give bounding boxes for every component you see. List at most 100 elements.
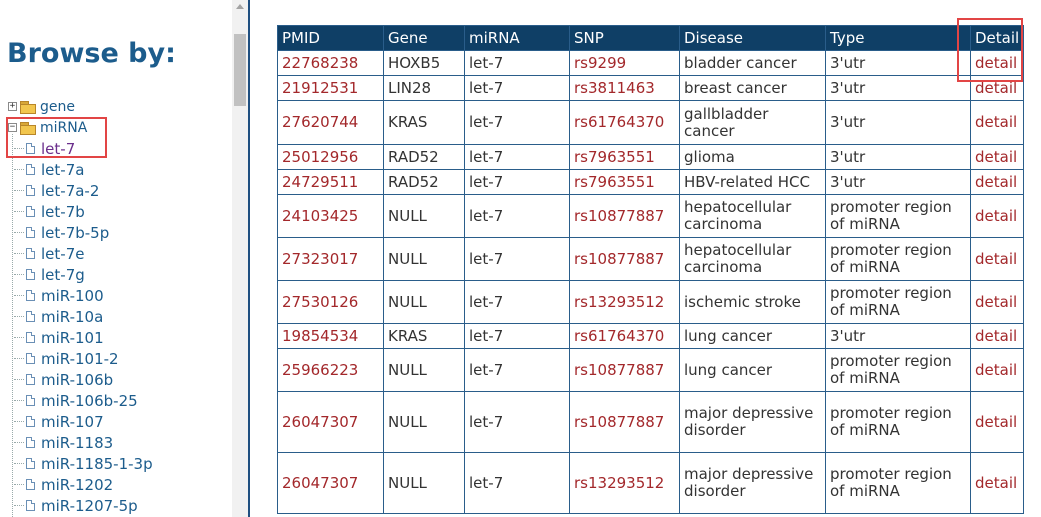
- tree-leaf-let-7e[interactable]: let-7e: [8, 243, 153, 264]
- tree-leaf-label[interactable]: miR-1183: [41, 433, 114, 452]
- document-icon: [26, 269, 35, 280]
- tree-connector-line: [12, 134, 13, 517]
- tree-leaf-label[interactable]: let-7: [41, 139, 76, 158]
- tree-leaf-mir-106b[interactable]: miR-106b: [8, 369, 153, 390]
- disease-cell: glioma: [679, 144, 826, 170]
- tree-node-gene[interactable]: + gene: [8, 96, 153, 117]
- disease-cell: HBV-related HCC: [679, 169, 826, 195]
- tree-node-mirna[interactable]: − miRNA: [8, 117, 153, 138]
- snp-link[interactable]: rs10877887: [569, 391, 680, 453]
- detail-link[interactable]: detail: [969, 452, 1025, 514]
- detail-link[interactable]: detail: [969, 169, 1025, 195]
- pmid-link[interactable]: 22768238: [277, 50, 384, 76]
- snp-link[interactable]: rs13293512: [569, 452, 680, 514]
- tree-leaf-label[interactable]: miR-106b-25: [41, 391, 138, 410]
- tree-leaf-label[interactable]: miR-101-2: [41, 349, 119, 368]
- tree-leaf-mir-107[interactable]: miR-107: [8, 411, 153, 432]
- tree-leaf-mir-1207-5p[interactable]: miR-1207-5p: [8, 495, 153, 516]
- tree-leaf-mir-1183[interactable]: miR-1183: [8, 432, 153, 453]
- pmid-link[interactable]: 27620744: [277, 100, 384, 145]
- tree-leaf-label[interactable]: miR-1207-5p: [41, 496, 138, 515]
- pmid-link[interactable]: 25966223: [277, 348, 384, 392]
- tree-leaf-mir-101-2[interactable]: miR-101-2: [8, 348, 153, 369]
- snp-link[interactable]: rs61764370: [569, 323, 680, 349]
- disease-cell: bladder cancer: [679, 50, 826, 76]
- tree-leaf-label[interactable]: miR-10a: [41, 307, 104, 326]
- table-row: 19854534 KRAS let-7 rs61764370 lung cancer 3'…: [277, 323, 1025, 349]
- pmid-link[interactable]: 27323017: [277, 237, 384, 281]
- mirna-leaf-list: let-7 let-7a let-7a-2 let-7b let-7b-5p let-7e…: [8, 138, 153, 516]
- tree-node-label[interactable]: miRNA: [40, 119, 88, 136]
- tree-leaf-mir-101[interactable]: miR-101: [8, 327, 153, 348]
- mirna-cell: let-7: [464, 144, 570, 170]
- tree-leaf-label[interactable]: let-7g: [41, 265, 85, 284]
- detail-link[interactable]: detail: [969, 348, 1025, 392]
- type-cell: 3'utr: [825, 169, 971, 195]
- tree-leaf-mir-1185-1-3p[interactable]: miR-1185-1-3p: [8, 453, 153, 474]
- gene-cell: NULL: [383, 237, 465, 281]
- tree-leaf-let-7b[interactable]: let-7b: [8, 201, 153, 222]
- tree-leaf-label[interactable]: let-7b: [41, 202, 85, 221]
- tree-leaf-label[interactable]: let-7b-5p: [41, 223, 110, 242]
- tree-leaf-let-7a[interactable]: let-7a: [8, 159, 153, 180]
- tree-leaf-label[interactable]: miR-1202: [41, 475, 114, 494]
- pmid-link[interactable]: 26047307: [277, 452, 384, 514]
- detail-link[interactable]: detail: [969, 391, 1025, 453]
- tree-leaf-let-7[interactable]: let-7: [8, 138, 153, 159]
- pmid-link[interactable]: 24103425: [277, 194, 384, 238]
- snp-link[interactable]: rs7963551: [569, 169, 680, 195]
- table-header-row: PMID Gene miRNA SNP Disease Type Detail: [277, 25, 1025, 51]
- snp-link[interactable]: rs7963551: [569, 144, 680, 170]
- tree-leaf-label[interactable]: let-7a-2: [41, 181, 100, 200]
- table-row: 24729511 RAD52 let-7 rs7963551 HBV-related H…: [277, 169, 1025, 195]
- snp-link[interactable]: rs10877887: [569, 194, 680, 238]
- tree-leaf-let-7a-2[interactable]: let-7a-2: [8, 180, 153, 201]
- pmid-link[interactable]: 24729511: [277, 169, 384, 195]
- pmid-link[interactable]: 25012956: [277, 144, 384, 170]
- tree-leaf-label[interactable]: let-7a: [41, 160, 85, 179]
- collapse-icon[interactable]: −: [8, 122, 17, 132]
- tree-leaf-label[interactable]: let-7e: [41, 244, 85, 263]
- tree-leaf-label[interactable]: miR-100: [41, 286, 104, 305]
- pmid-link[interactable]: 26047307: [277, 391, 384, 453]
- tree-leaf-mir-10a[interactable]: miR-10a: [8, 306, 153, 327]
- scroll-up-icon[interactable]: [236, 4, 244, 9]
- detail-link[interactable]: detail: [969, 75, 1025, 101]
- mirna-cell: let-7: [464, 237, 570, 281]
- tree-leaf-label[interactable]: miR-107: [41, 412, 104, 431]
- detail-link[interactable]: detail: [969, 237, 1025, 281]
- tree-leaf-mir-1202[interactable]: miR-1202: [8, 474, 153, 495]
- detail-link[interactable]: detail: [969, 144, 1025, 170]
- pmid-link[interactable]: 21912531: [277, 75, 384, 101]
- snp-link[interactable]: rs61764370: [569, 100, 680, 145]
- document-icon: [26, 143, 35, 154]
- detail-link[interactable]: detail: [969, 280, 1025, 324]
- tree-node-label[interactable]: gene: [40, 98, 75, 115]
- sidebar-scrollbar[interactable]: [232, 0, 249, 517]
- snp-link[interactable]: rs10877887: [569, 348, 680, 392]
- snp-link[interactable]: rs3811463: [569, 75, 680, 101]
- snp-link[interactable]: rs9299: [569, 50, 680, 76]
- detail-link[interactable]: detail: [969, 50, 1025, 76]
- pmid-link[interactable]: 27530126: [277, 280, 384, 324]
- snp-link[interactable]: rs10877887: [569, 237, 680, 281]
- document-icon: [26, 437, 35, 448]
- tree-leaf-mir-100[interactable]: miR-100: [8, 285, 153, 306]
- tree-leaf-label[interactable]: miR-1185-1-3p: [41, 454, 153, 473]
- detail-link[interactable]: detail: [969, 323, 1025, 349]
- browse-title: Browse by:: [7, 38, 176, 69]
- snp-link[interactable]: rs13293512: [569, 280, 680, 324]
- tree-leaf-label[interactable]: miR-101: [41, 328, 104, 347]
- tree-leaf-mir-106b-25[interactable]: miR-106b-25: [8, 390, 153, 411]
- expand-icon[interactable]: +: [8, 101, 17, 111]
- gene-cell: HOXB5: [383, 50, 465, 76]
- detail-link[interactable]: detail: [969, 194, 1025, 238]
- disease-cell: lung cancer: [679, 323, 826, 349]
- pmid-link[interactable]: 19854534: [277, 323, 384, 349]
- tree-leaf-let-7b-5p[interactable]: let-7b-5p: [8, 222, 153, 243]
- tree-leaf-label[interactable]: miR-106b: [41, 370, 114, 389]
- detail-link[interactable]: detail: [969, 100, 1025, 145]
- tree-leaf-let-7g[interactable]: let-7g: [8, 264, 153, 285]
- disease-cell: hepatocellular carcinoma: [679, 194, 826, 238]
- scrollbar-thumb[interactable]: [234, 34, 246, 106]
